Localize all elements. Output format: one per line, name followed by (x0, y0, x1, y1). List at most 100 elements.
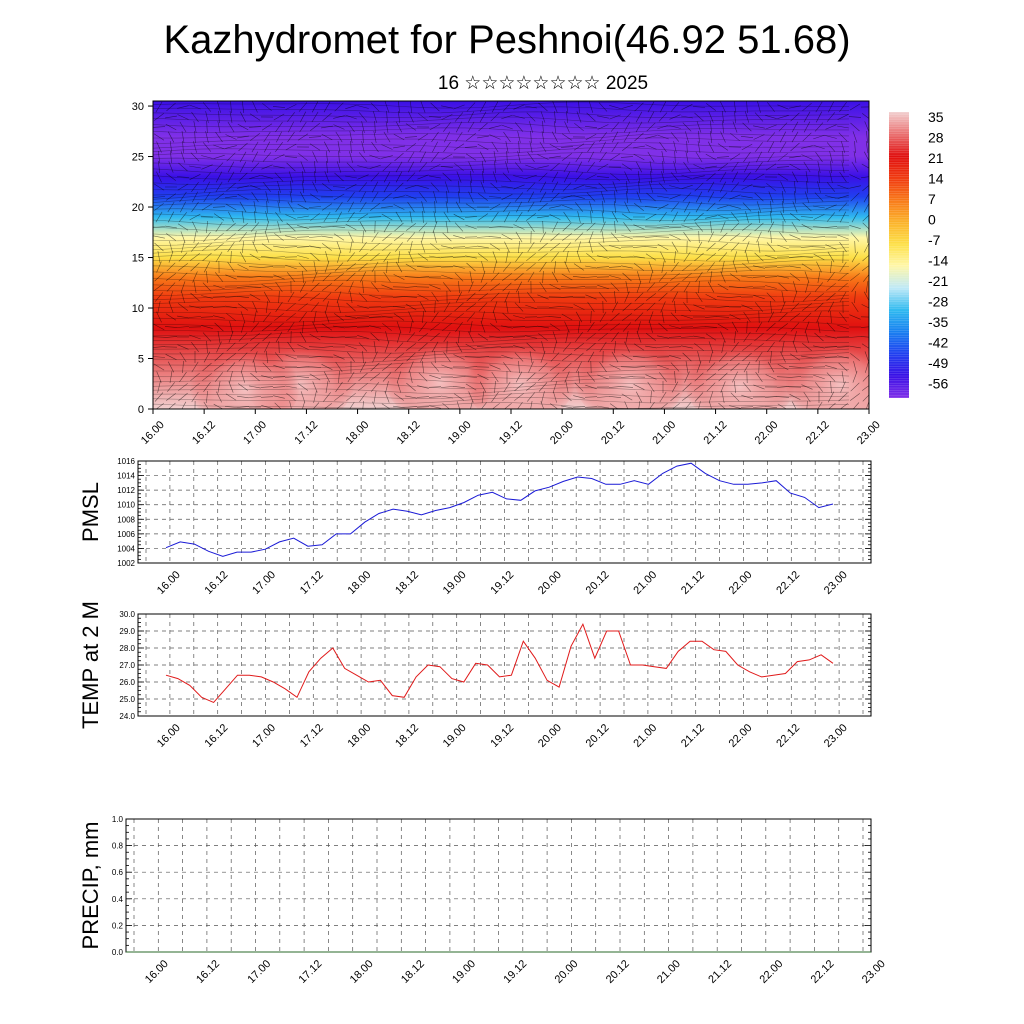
x-tick-label: 21.00 (650, 419, 678, 447)
series-line (166, 624, 833, 702)
x-tick-label: 19.00 (446, 419, 474, 447)
x-tick-label: 22.12 (809, 958, 837, 986)
y-tick-label: 0.8 (112, 842, 124, 851)
x-tick-label: 22.12 (774, 569, 802, 597)
y-tick-label: 30 (132, 101, 144, 113)
x-tick-label: 17.00 (250, 569, 278, 597)
x-tick-label: 17.12 (297, 958, 325, 986)
y-tick-label: 0 (138, 404, 144, 416)
x-tick-label: 20.12 (584, 569, 612, 597)
x-tick-label: 19.12 (497, 419, 525, 447)
x-tick-label: 23.00 (860, 958, 888, 986)
x-tick-label: 20.12 (604, 958, 632, 986)
colorbar-label: 7 (928, 191, 936, 207)
y-tick-label: 5 (138, 354, 144, 366)
y-tick-label: 26.0 (119, 678, 135, 687)
y-tick-label: 1002 (117, 559, 135, 568)
temp-panel: 24.0 25.0 26.0 27.0 28.0 29.0 30.0 16.00 16.12 17… (78, 601, 871, 750)
y-tick-label: 0.4 (112, 895, 124, 904)
y-tick-label: 28.0 (119, 644, 135, 653)
x-tick-label: 16.00 (139, 419, 167, 447)
x-tick-label: 17.00 (245, 958, 273, 986)
x-tick-label: 19.12 (488, 569, 516, 597)
colorbar-label: -14 (928, 253, 948, 269)
y-tick-label: 0.2 (112, 921, 124, 930)
cross-section-panel: 0 5 10 15 20 25 30 16.00 16.12 17.00 17.12 18.00 18.… (132, 101, 895, 447)
x-tick-label: 16.12 (203, 722, 231, 750)
warm-cell (785, 335, 895, 425)
y-tick-label: 1004 (117, 544, 135, 553)
x-tick-label: 17.00 (250, 722, 278, 750)
x-tick-label: 16.00 (143, 958, 171, 986)
x-tick-label: 21.12 (679, 569, 707, 597)
x-tick-label: 16.00 (155, 722, 183, 750)
y-tick-label: 25 (132, 152, 144, 164)
x-tick-label: 18.12 (395, 419, 423, 447)
x-tick-label: 18.12 (399, 958, 427, 986)
y-tick-label: 27.0 (119, 661, 135, 670)
warm-cell (575, 335, 685, 425)
x-tick-label: 18.00 (345, 722, 373, 750)
x-tick-label: 17.12 (292, 419, 320, 447)
y-tick-label: 1006 (117, 530, 135, 539)
x-tick-label: 16.00 (155, 569, 183, 597)
x-tick-label: 18.00 (345, 569, 373, 597)
colorbar-fill (889, 112, 909, 398)
meteogram-charts: 05101520253016.00 16.12 17.00 17.12 18.00 18.… (0, 0, 1024, 1024)
y-tick-label: 20 (132, 202, 144, 214)
y-tick-label: 29.0 (119, 627, 135, 636)
x-tick-label: 22.00 (727, 722, 755, 750)
colorbar-label: 28 (928, 130, 944, 146)
y-tick-label: 0.0 (112, 948, 124, 957)
y-axis-label: PMSL (78, 482, 103, 542)
y-tick-label: 1008 (117, 515, 135, 524)
x-tick-label: 23.00 (822, 722, 850, 750)
y-tick-label: 1010 (117, 501, 135, 510)
y-tick-label: 15 (132, 253, 144, 265)
colorbar-label: -56 (928, 376, 948, 392)
colorbar-label: -28 (928, 294, 948, 310)
x-tick-label: 22.00 (757, 958, 785, 986)
x-tick-label: 21.12 (701, 419, 729, 447)
x-tick-label: 17.00 (241, 419, 269, 447)
y-tick-label: 1014 (117, 472, 135, 481)
x-tick-label: 21.00 (631, 569, 659, 597)
colorbar-label: 35 (928, 109, 944, 125)
colorbar-label: -49 (928, 355, 948, 371)
x-tick-label: 16.12 (194, 958, 222, 986)
y-axis-label: TEMP at 2 M (78, 601, 103, 729)
x-tick-label: 22.00 (727, 569, 755, 597)
x-tick-label: 18.12 (393, 722, 421, 750)
x-tick-label: 21.00 (631, 722, 659, 750)
x-tick-label: 17.12 (298, 722, 326, 750)
colorbar-label: -42 (928, 335, 948, 351)
x-tick-label: 19.12 (488, 722, 516, 750)
x-tick-label: 20.00 (536, 722, 564, 750)
colorbar-label: -21 (928, 273, 948, 289)
x-tick-label: 19.00 (441, 569, 469, 597)
y-tick-label: 24.0 (119, 712, 135, 721)
y-axis-label: PRECIP, mm (78, 822, 103, 950)
x-tick-label: 20.00 (548, 419, 576, 447)
x-tick-label: 23.00 (855, 419, 883, 447)
x-tick-label: 21.12 (706, 958, 734, 986)
colorbar-label: 14 (928, 171, 944, 187)
x-tick-label: 22.12 (804, 419, 832, 447)
y-tick-label: 1.0 (112, 815, 124, 824)
colorbar: 35 28 21 14 7 0 -7 -14 -21 -28 -35 -42 -49 -56 (889, 109, 948, 398)
colorbar-label: 0 (928, 212, 936, 228)
x-tick-label: 19.00 (441, 722, 469, 750)
x-tick-label: 19.00 (450, 958, 478, 986)
x-tick-label: 21.00 (655, 958, 683, 986)
y-tick-label: 1012 (117, 486, 135, 495)
x-tick-label: 20.12 (584, 722, 612, 750)
pmsl-panel: 1002 1004 1006 1008 1010 1012 1014 1016 16.00 16.… (78, 457, 871, 597)
colorbar-label: -35 (928, 314, 948, 330)
y-tick-label: 25.0 (119, 695, 135, 704)
x-tick-label: 18.00 (343, 419, 371, 447)
y-tick-label: 1016 (117, 457, 135, 466)
x-tick-label: 18.00 (348, 958, 376, 986)
x-tick-label: 18.12 (393, 569, 421, 597)
colorbar-label: 21 (928, 150, 944, 166)
series-line (166, 463, 833, 556)
